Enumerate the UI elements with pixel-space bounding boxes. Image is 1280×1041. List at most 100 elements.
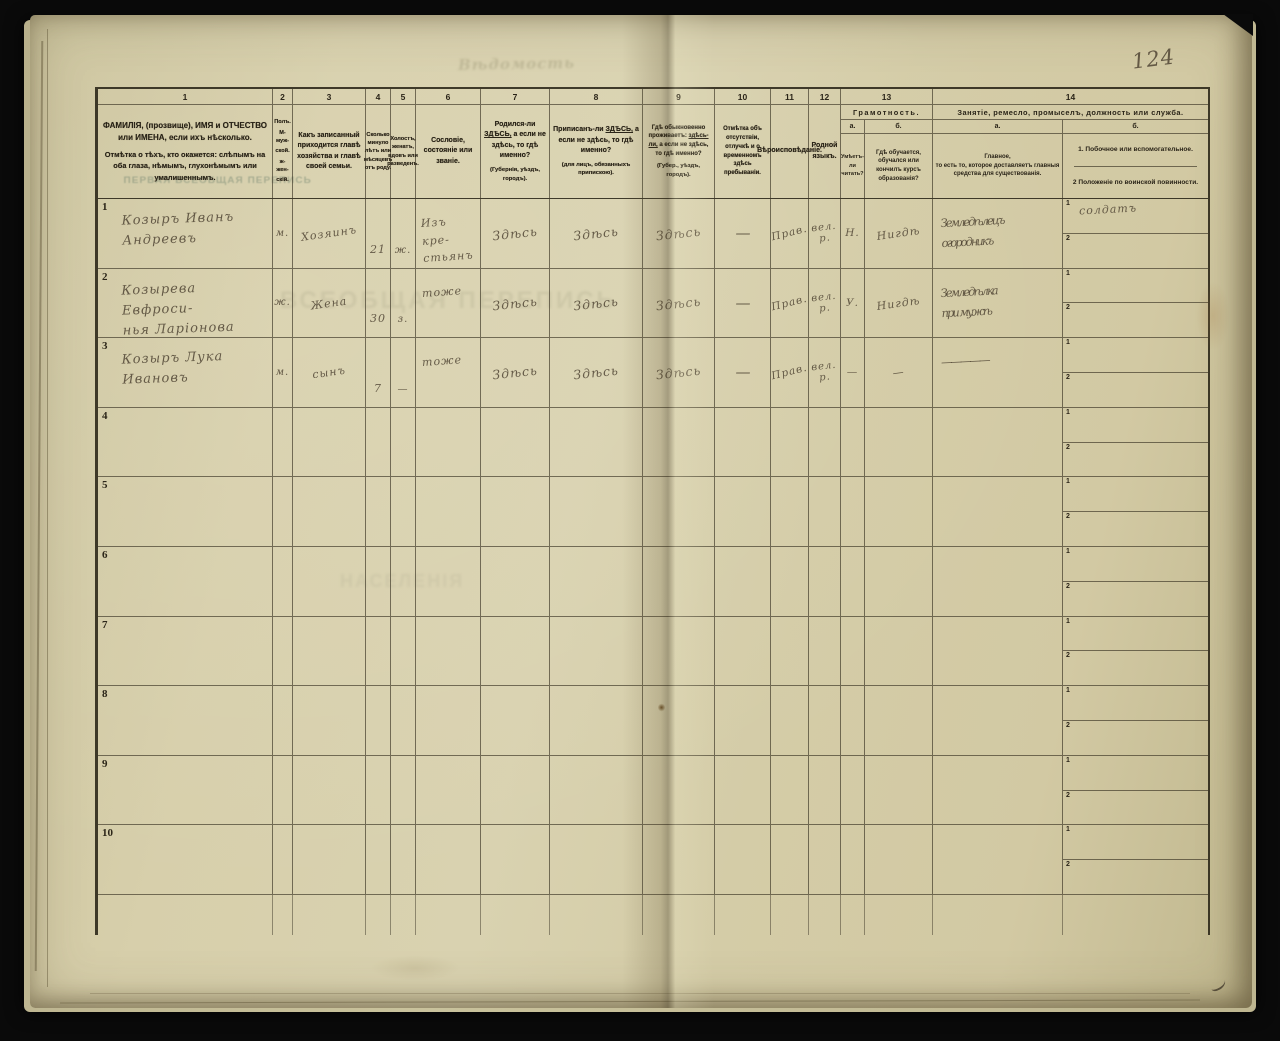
header-marital: Холостъ, женатъ, вдовъ или разведенъ.	[387, 105, 419, 198]
cell-name: 7	[98, 616, 273, 686]
subcell-label: 2	[1066, 861, 1070, 869]
subcell-label: 1	[1066, 408, 1070, 416]
header-occupation-group: Занятіе, ремесло, промыселъ, должность и…	[933, 105, 1208, 198]
row-number: 4	[102, 409, 108, 422]
row-number: 9	[102, 757, 108, 770]
military-status-subcell: 2	[1063, 234, 1208, 268]
paper-stain	[370, 955, 460, 981]
cell-occupation-side: 1 2	[1063, 686, 1208, 755]
subcell-label: 2	[1066, 443, 1070, 451]
subcell-label: 1	[1066, 756, 1070, 764]
subcell-label: 2	[1066, 304, 1070, 312]
cell-relation	[293, 546, 366, 616]
census-sheet: ПЕРВАЯ ВСЕОБЩАЯ ПЕРЕПИСЬ ВСЕОБЩАЯ ПЕРЕПИ…	[30, 14, 1253, 1008]
subcell-label: 2	[1066, 791, 1070, 799]
cell-occupation-side: 1 2	[1063, 547, 1208, 616]
column-number: 14	[1065, 91, 1076, 102]
cell-relation	[293, 825, 366, 894]
header-literacy-group: Грамотность. а. б. Умѣетъ-ли читать? Гдѣ…	[841, 105, 933, 198]
cell-language	[809, 477, 841, 546]
cell-language	[809, 407, 841, 477]
cell-age: 7	[366, 338, 391, 407]
cell-name: 3 Козыръ Лука Ивановъ	[98, 338, 273, 407]
cell-sex: м.	[273, 338, 293, 407]
cell-language	[809, 686, 841, 755]
cell-estate: тоже	[416, 268, 481, 338]
cell-literacy-where	[865, 407, 933, 477]
header-absence: Отмѣтка объ отсутствіи, отлучкѣ и о врем…	[715, 105, 771, 198]
header-residence: Гдѣ обыкновенно проживаетъ: здѣсь-ли, а …	[643, 105, 715, 198]
military-status-subcell: 2	[1063, 512, 1208, 546]
cell-absence	[715, 616, 771, 686]
cell-language	[809, 616, 841, 686]
cell-birthplace	[481, 825, 550, 894]
cell-absence: —	[715, 199, 771, 268]
header-name: ФАМИЛІЯ, (прозвище), ИМЯ и ОТЧЕСТВО или …	[98, 105, 273, 198]
column-number: 4	[366, 89, 391, 104]
column-number: 11	[771, 89, 809, 104]
cell-relation: Жена	[293, 268, 366, 338]
cell-birthplace	[481, 755, 550, 825]
cell-birthplace: Здѣсь	[481, 199, 550, 268]
cell-religion	[771, 825, 809, 894]
side-occupation-subcell: 1	[1063, 269, 1208, 304]
cell-residence	[643, 825, 715, 894]
cell-estate	[416, 477, 481, 546]
cell-registration	[550, 407, 643, 477]
table-row: 4 1 2	[98, 407, 1208, 478]
cell-sex	[273, 686, 293, 755]
cell-literacy-read: У.	[841, 268, 865, 338]
cell-name: 9	[98, 755, 273, 825]
subcell-label: 1	[1066, 547, 1070, 555]
cell-literacy-read: Н.	[841, 199, 865, 268]
cell-age: 30	[366, 268, 391, 338]
cell-registration	[550, 755, 643, 825]
cell-marital: ж.	[391, 199, 416, 268]
side-occupation-subcell: 1	[1063, 338, 1208, 373]
cell-language: вел. р.	[809, 199, 841, 268]
cell-age	[366, 616, 391, 686]
cell-age	[366, 755, 391, 825]
header-religion: Вѣроисповѣданіе.	[757, 105, 822, 198]
cell-residence	[643, 755, 715, 825]
cell-residence	[643, 616, 715, 686]
cell-relation	[293, 686, 366, 755]
row-number: 3	[102, 340, 108, 353]
table-row: 9 1 2	[98, 755, 1208, 826]
page-edge-line	[47, 29, 48, 987]
cell-sex: ж.	[273, 268, 293, 338]
column-number: 12	[809, 89, 841, 104]
subcell-label: 2	[1066, 721, 1070, 729]
cell-literacy-read	[841, 477, 865, 546]
column-number: 10	[715, 89, 771, 104]
cell-name: 1 Козыръ Иванъ Андреевъ	[98, 199, 273, 268]
cell-estate	[416, 407, 481, 477]
cell-relation	[293, 407, 366, 477]
subcell-label: 1	[1066, 269, 1070, 277]
cell-absence	[715, 477, 771, 546]
side-occupation-subcell: 1 солдатъ	[1063, 199, 1208, 234]
military-status-subcell: 2	[1063, 651, 1208, 685]
cell-residence	[643, 407, 715, 477]
column-number: 2	[273, 89, 293, 104]
cell-residence	[643, 477, 715, 546]
cell-age	[366, 686, 391, 755]
header-language: Родной языкъ.	[809, 105, 841, 198]
subcell-label: 1	[1066, 478, 1070, 486]
cell-literacy-where	[865, 686, 933, 755]
side-occupation-subcell: 1	[1063, 617, 1208, 652]
page-edge-line	[60, 999, 1200, 1004]
cell-estate	[416, 616, 481, 686]
header-relation: Какъ записанный приходится главѣ хозяйст…	[293, 105, 366, 198]
subcell-label: 2	[1066, 513, 1070, 521]
cell-literacy-where: Нигдѣ	[865, 268, 933, 338]
cell-religion: Прав.	[770, 268, 809, 338]
cell-birthplace	[481, 616, 550, 686]
military-status-subcell: 2	[1063, 373, 1208, 407]
cell-religion	[771, 755, 809, 825]
cell-literacy-read	[841, 407, 865, 477]
page-number: 124	[1130, 44, 1177, 74]
table-row: 8 1 2	[98, 686, 1208, 756]
header-row: ФАМИЛІЯ, (прозвище), ИМЯ и ОТЧЕСТВО или …	[98, 105, 1208, 199]
side-occupation-subcell: 1	[1063, 686, 1208, 721]
